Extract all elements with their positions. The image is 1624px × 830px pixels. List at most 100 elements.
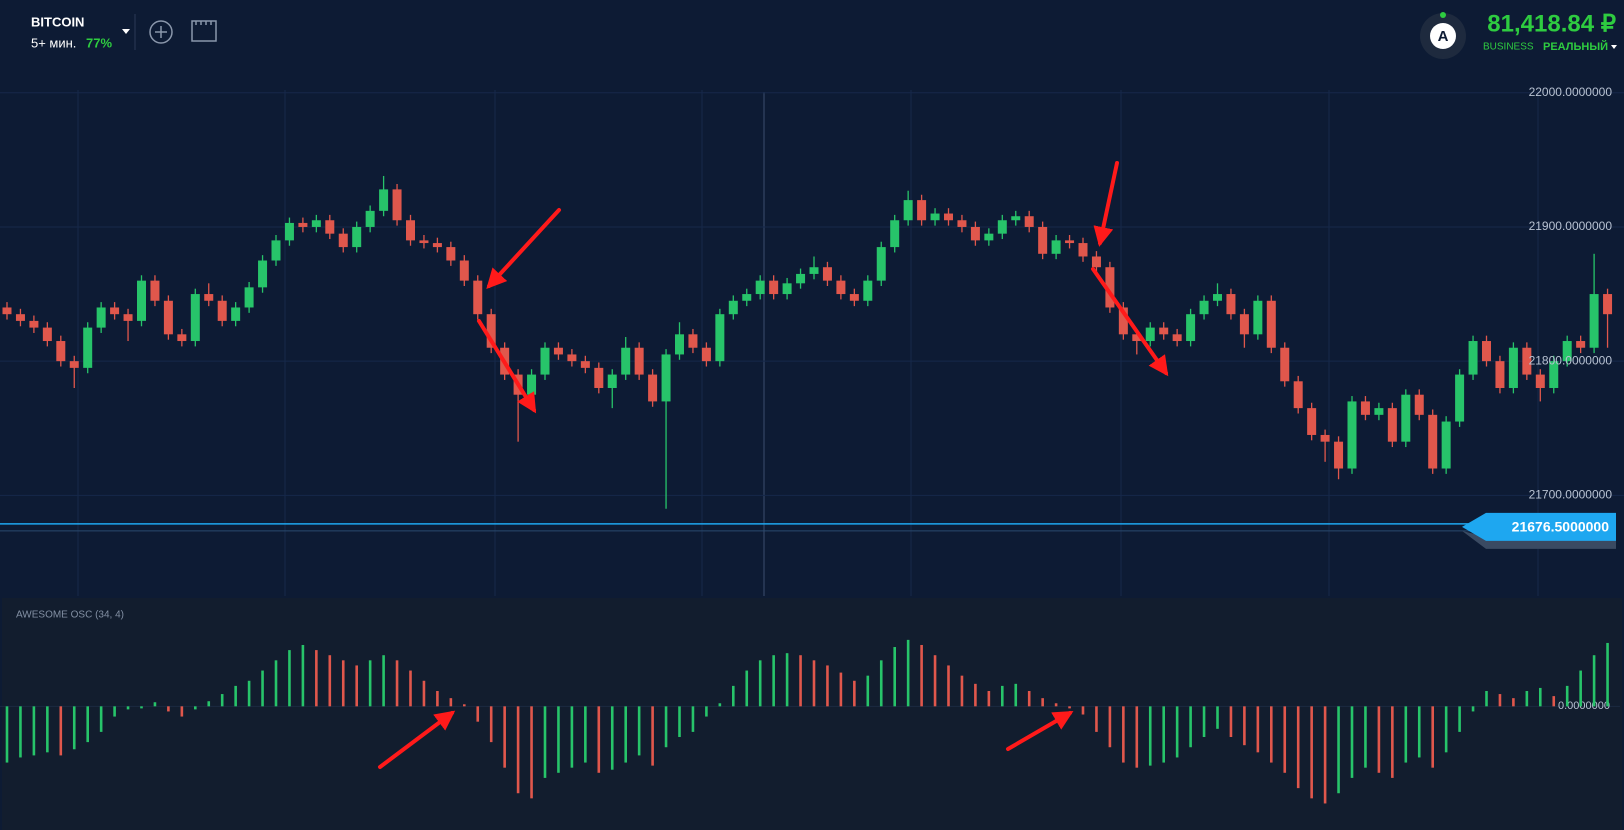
candle-body [715,314,725,362]
payout: 77% [86,35,112,50]
oscillator-bar [947,665,950,707]
account-mode[interactable]: РЕАЛЬНЫЙ [1543,40,1608,53]
candle-body [1414,394,1424,415]
oscillator-bar [906,639,910,707]
oscillator-bar [826,665,829,707]
candle-body [352,226,362,248]
candle-body [675,334,684,355]
oscillator-bar [395,660,399,707]
oscillator-bar [516,706,520,794]
oscillator-bar [180,706,184,717]
oscillator-bar [1122,706,1125,763]
oscillator-bar [341,660,345,707]
oscillator-bar [651,706,654,766]
oscillator-bar [1229,706,1233,738]
oscillator-bar [1471,706,1475,712]
oscillator-bar [382,655,385,707]
oscillator-bar [732,685,735,707]
oscillator-bar [86,706,89,743]
candle-body [204,294,214,301]
y-tick-label: 0.0000000 [1558,700,1610,712]
oscillator-bar [1485,690,1488,707]
candle-body [1118,307,1128,335]
candle-body [1508,347,1518,388]
oscillator-bar [436,690,439,707]
candle-body [1535,374,1545,388]
oscillator-bar [1175,706,1179,758]
oscillator-bar [1498,694,1502,707]
oscillator-bar [1216,706,1219,729]
oscillator-bar [960,675,964,707]
candle-body [1186,314,1196,342]
candle-body [1455,374,1465,422]
candle-body [1280,347,1290,382]
candle-body [930,213,940,221]
candle-body [1576,341,1586,348]
account-dropdown[interactable] [1611,45,1617,49]
add-button[interactable] [149,20,173,44]
account-type: BUSINESS [1483,42,1534,53]
oscillator-bar [315,650,318,707]
candle-body [621,347,631,375]
candle-body [446,247,456,261]
oscillator-bar [1310,706,1313,799]
asset-dropdown[interactable] [122,29,130,34]
candle-body [1038,226,1048,254]
oscillator-bar [987,690,991,707]
price-chart [0,92,1624,509]
oscillator-bar [1552,696,1556,707]
candle-body [661,354,671,402]
candle-body [728,300,738,315]
oscillator-bar [718,703,722,707]
oscillator-bar [409,670,412,707]
candle-body [1078,243,1088,257]
avatar[interactable] [1430,23,1456,49]
candle-body [325,220,335,234]
oscillator-bar [328,655,332,707]
layout-button[interactable] [191,20,217,42]
price-panel [0,0,1624,598]
candle-body [890,220,900,248]
oscillator-bar [1162,706,1165,763]
candle-body [1387,408,1397,442]
oscillator-bar [1525,690,1529,707]
candle-body [338,233,348,248]
candle-body [755,280,765,295]
y-tick-label: 21800.0000000 [1529,353,1613,367]
oscillator-bar [530,706,533,799]
oscillator-bar [893,647,896,707]
oscillator-bar [799,655,802,707]
oscillator-bar [261,670,264,707]
candle-body [1172,334,1182,342]
oscillator-bar [664,706,668,748]
oscillator-bar [1364,706,1367,768]
oscillator-bar [1135,706,1139,768]
oscillator-bar [234,685,237,707]
oscillator-bar [1108,706,1112,748]
balance[interactable]: 81,418.84 ₽ [1487,10,1616,37]
candle-body [769,280,779,295]
candle-body [688,334,698,348]
candle-body [298,222,308,227]
oscillator-bar [1444,706,1448,753]
candle-body [796,273,806,284]
candle-body [190,294,200,342]
candle-body [1603,294,1613,315]
candle-body [1239,314,1249,335]
candle-body [1105,267,1115,308]
candle-body [1051,240,1061,254]
oscillator-bar [449,698,453,707]
oscillator-bar [637,706,641,756]
oscillator-bar [1606,642,1609,707]
candle-body [110,307,120,315]
oscillator-bar [1041,698,1044,707]
oscillator-bar [220,694,224,707]
candle-body [1360,401,1370,415]
oscillator-bar [610,706,614,770]
oscillator-bar [355,665,358,707]
candle-body [634,347,644,375]
candle-body [594,367,604,388]
oscillator-bar [463,704,466,707]
oscillator-bar [1592,655,1596,707]
asset-name[interactable]: BITCOIN [31,14,84,29]
